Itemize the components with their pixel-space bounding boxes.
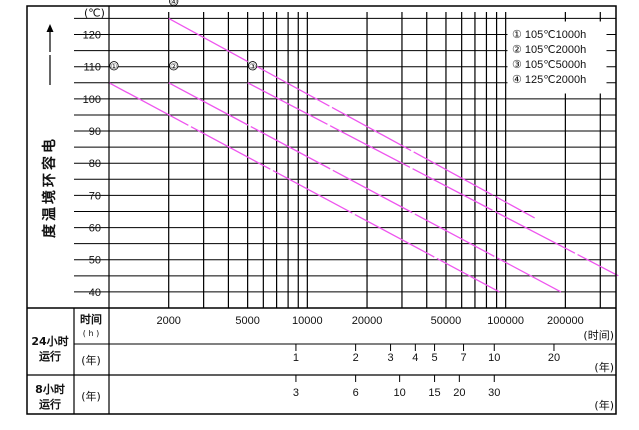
y-tick-label: 120 <box>83 30 101 42</box>
series-line-2 <box>168 82 562 293</box>
y-axis-label-char: 容 <box>41 156 58 171</box>
series-marker-label: ① <box>110 62 117 71</box>
row1-header: 时间 <box>80 312 102 326</box>
y-tick-label: 50 <box>89 255 101 267</box>
legend-entry: ② 105℃2000h <box>512 44 586 56</box>
year-8h-label: 15 <box>428 387 440 399</box>
y-tick-label: 40 <box>89 287 101 299</box>
row2-unit: (年) <box>81 353 101 367</box>
x-tick-label: 2000 <box>156 315 180 327</box>
series-marker-label: ③ <box>249 62 256 71</box>
row1-unit: ( h ) <box>83 329 99 338</box>
y-axis-label-char: 环 <box>42 173 58 187</box>
x-tick-label: 100000 <box>487 315 524 327</box>
y-tick-label: 90 <box>89 126 101 138</box>
x-tick-label: 50000 <box>431 315 462 327</box>
y-axis-label-char: 温 <box>42 207 58 221</box>
year-24h-label: 3 <box>387 352 393 364</box>
year-24h-label: 5 <box>431 352 437 364</box>
year-8h-label: 30 <box>488 387 500 399</box>
y-tick-label: 110 <box>83 62 101 74</box>
year-8h-label: 10 <box>394 387 406 399</box>
row3-label-line1: 8小时 <box>35 382 65 396</box>
x-tick-label: 10000 <box>292 315 323 327</box>
series-marker-1 <box>109 61 119 71</box>
y-axis-label-char: 境 <box>41 190 58 204</box>
x-tick-label: 200000 <box>547 315 584 327</box>
y-tick-label: 70 <box>89 190 101 202</box>
y-tick-label: 100 <box>83 94 101 106</box>
y-axis-label-char: 度 <box>41 223 58 238</box>
legend-entry: ① 105℃1000h <box>512 29 586 41</box>
year-8h-label: 3 <box>293 387 299 399</box>
row3-label-line2: 运行 <box>39 397 61 411</box>
y-axis-label-char: 电 <box>41 139 58 153</box>
y-tick-label: 80 <box>89 158 101 170</box>
y-tick-label: 60 <box>89 223 101 235</box>
year-24h-label: 2 <box>353 352 359 364</box>
row2-right-unit: (年) <box>594 360 614 374</box>
row1-label-line1: 24小时 <box>31 334 68 348</box>
y-unit-label: (℃) <box>84 6 105 19</box>
series-line-1 <box>108 82 500 293</box>
year-24h-label: 20 <box>548 352 560 364</box>
year-24h-label: 1 <box>293 352 299 364</box>
y-arrow-head <box>46 24 54 32</box>
row3-right-unit: (年) <box>594 398 614 412</box>
series-line-3 <box>247 82 619 277</box>
series-marker-label: ② <box>170 62 177 71</box>
series-marker-3 <box>248 61 258 71</box>
series-marker-label: ④ <box>170 0 177 6</box>
row1-label-line2: 运行 <box>39 349 61 363</box>
series-marker-2 <box>169 61 179 71</box>
year-8h-label: 20 <box>453 387 465 399</box>
year-24h-label: 4 <box>412 352 418 364</box>
year-24h-label: 7 <box>460 352 466 364</box>
year-24h-label: 10 <box>488 352 500 364</box>
x-tick-label: 5000 <box>235 315 259 327</box>
series-line-4 <box>168 17 535 219</box>
legend-entry: ③ 105℃5000h <box>512 59 586 71</box>
x-unit-label: (时间) <box>583 329 614 342</box>
outer-frame <box>26 5 617 415</box>
legend-entry: ④ 125℃2000h <box>512 74 586 86</box>
row3-unit: (年) <box>81 389 101 403</box>
legend-box <box>507 21 607 94</box>
year-8h-label: 6 <box>353 387 359 399</box>
x-tick-label: 20000 <box>352 315 383 327</box>
series-marker-4 <box>169 0 179 7</box>
